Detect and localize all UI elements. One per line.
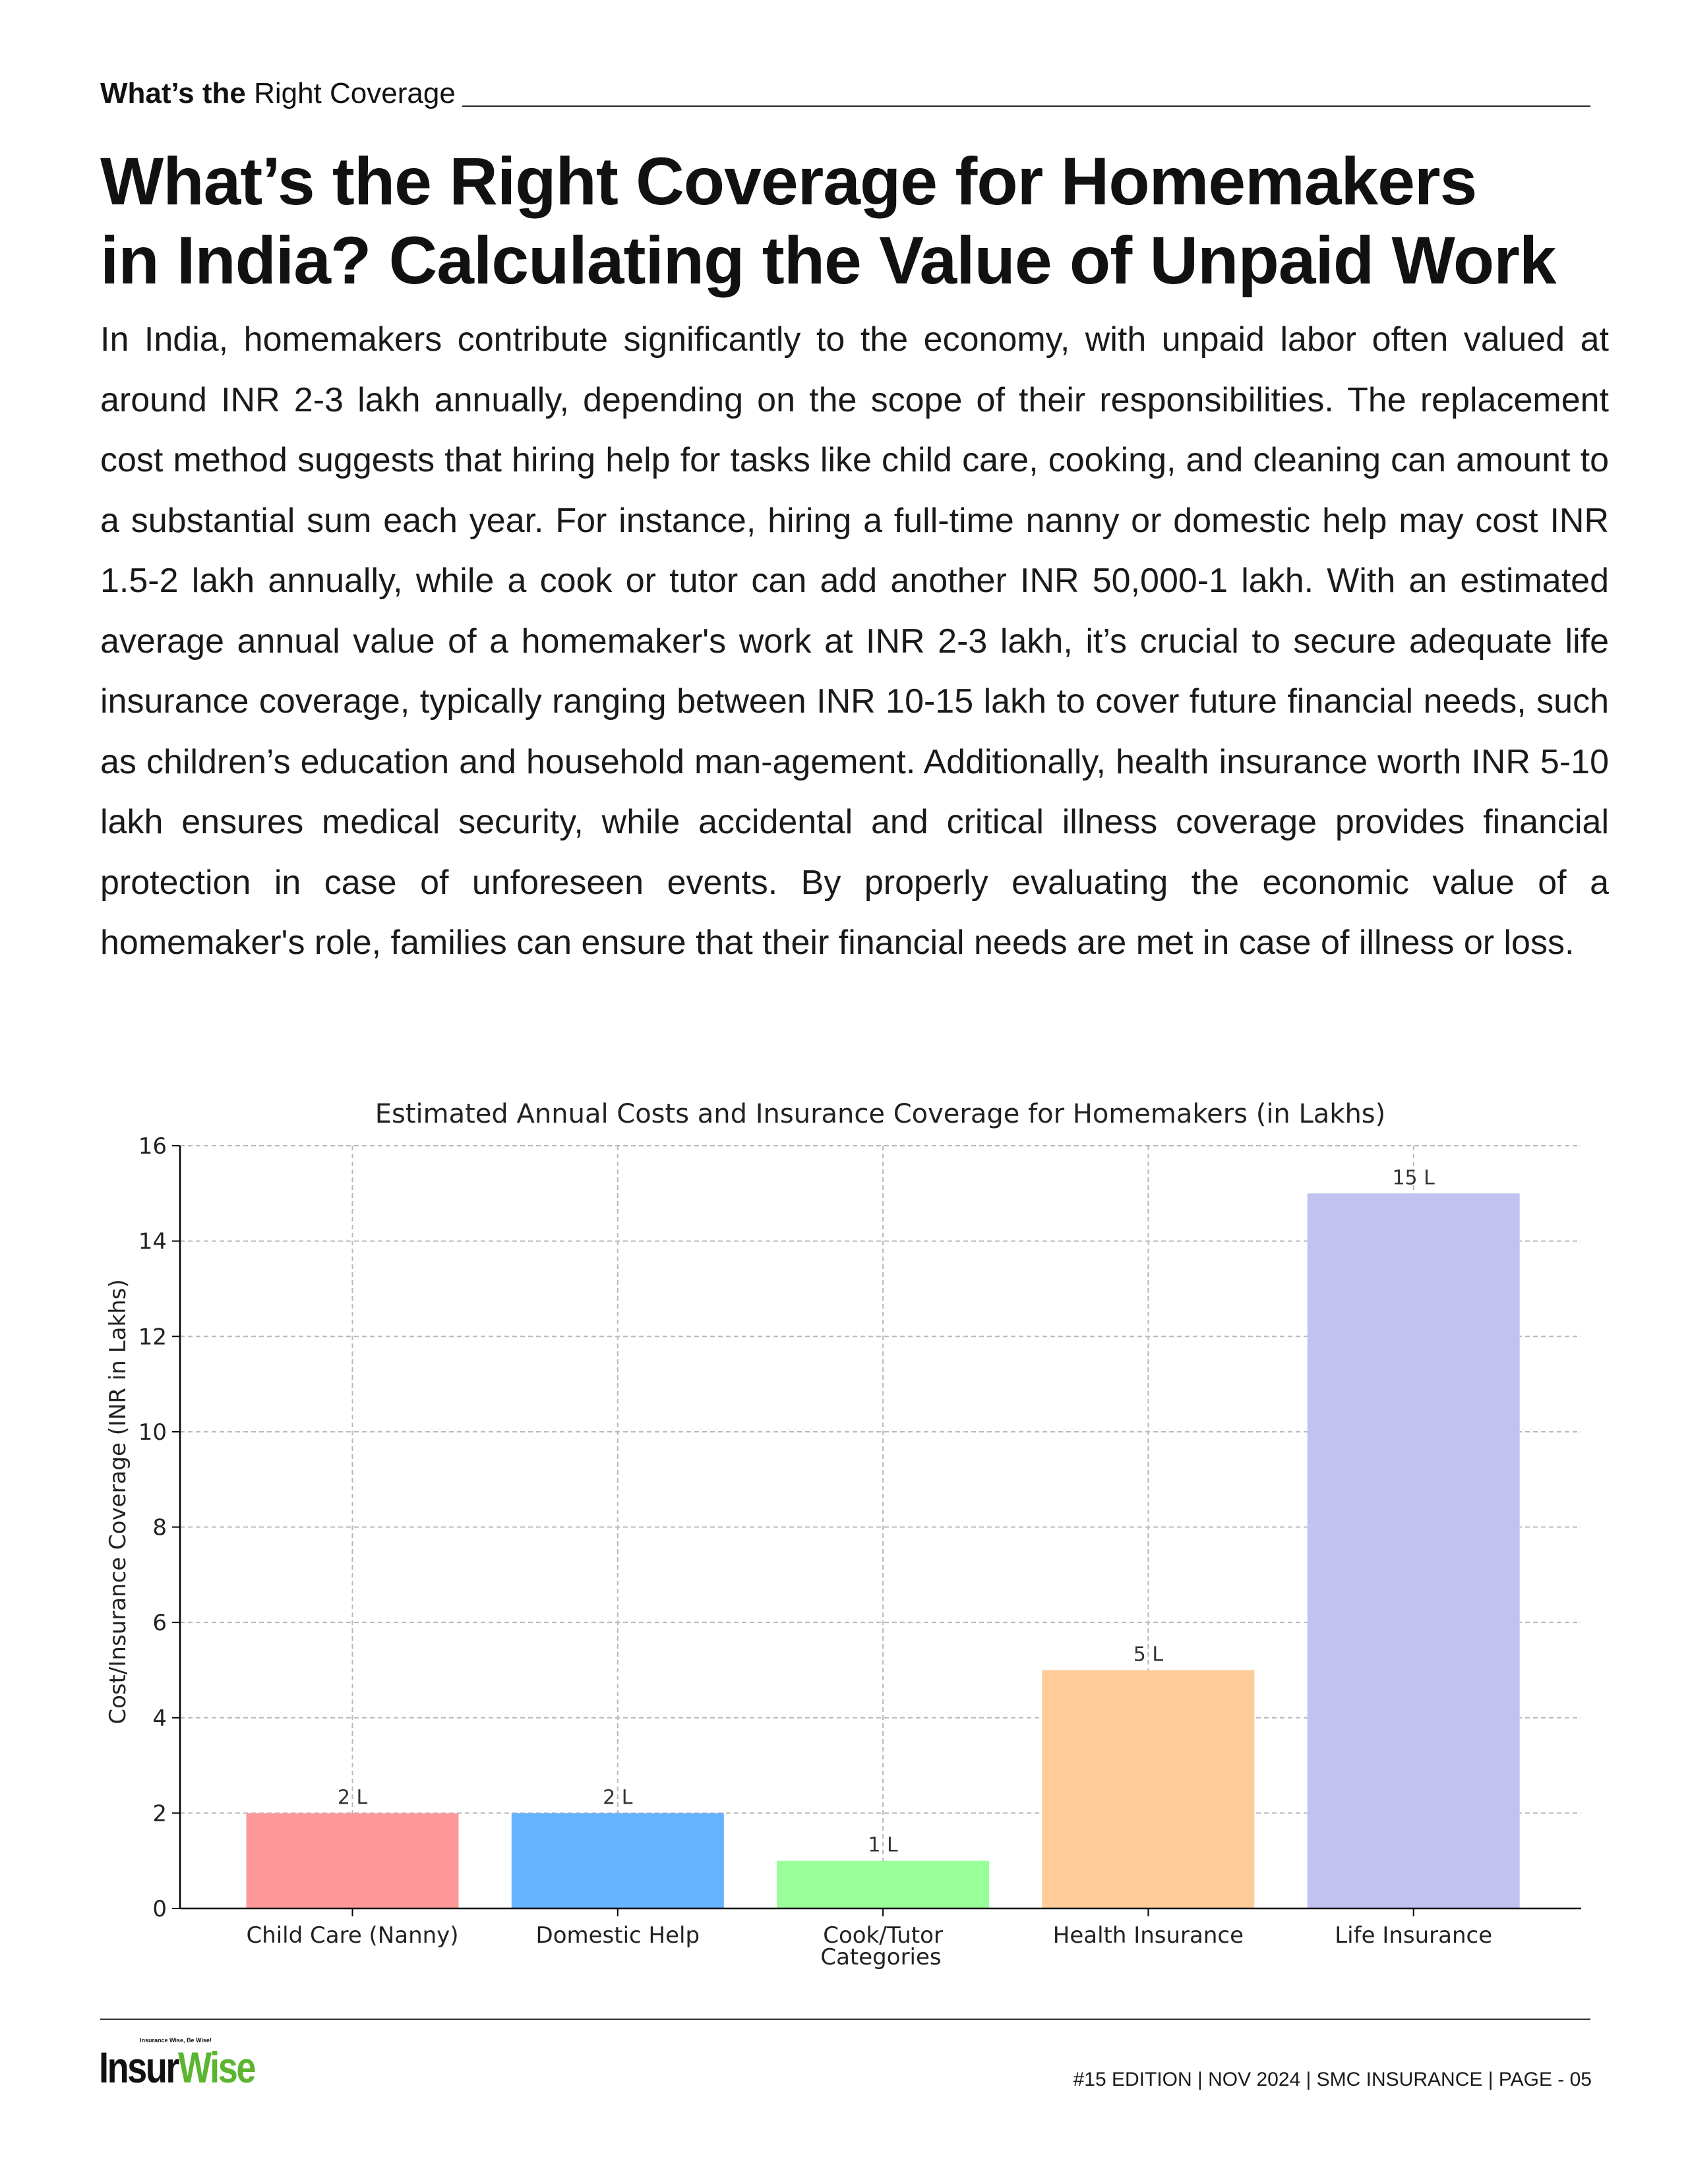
logo-tagline: Insurance Wise, Be Wise! — [140, 2037, 212, 2044]
bar — [1307, 1193, 1520, 1908]
bar-data-label: 1 L — [868, 1834, 898, 1857]
article-body: In India, homemakers contribute signific… — [100, 320, 1609, 962]
y-tick-label: 2 — [152, 1800, 167, 1827]
insurwise-logo: Insurance Wise, Be Wise! InsurWise — [99, 2037, 257, 2096]
y-tick-label: 8 — [152, 1515, 167, 1541]
bar-data-label: 15 L — [1392, 1166, 1435, 1189]
y-tick-label: 12 — [138, 1324, 167, 1350]
footer-rule — [100, 2019, 1590, 2020]
section-label: What’s the Right Coverage — [100, 74, 462, 113]
y-tick-label: 6 — [152, 1610, 167, 1636]
section-label-bold: What’s the — [100, 77, 246, 109]
bar-data-label: 2 L — [603, 1786, 633, 1809]
bar — [246, 1813, 459, 1908]
chart-bars: 2 L 2 L 1 L 5 L 15 L — [246, 1166, 1520, 1908]
article-title: What’s the Right Coverage for Homemakers… — [100, 142, 1617, 300]
section-label-rest: Right Coverage — [254, 77, 456, 109]
logo-wordmark-part-2: Wise — [178, 2043, 256, 2092]
y-tick-label: 14 — [138, 1229, 167, 1255]
x-tick-label: Domestic Help — [536, 1922, 700, 1949]
bar-chart: 2 L 2 L 1 L 5 L 15 L 0 2 4 6 8 10 12 14 16 Child Care… — [105, 1099, 1581, 1970]
section-header: What’s the Right Coverage — [100, 74, 1590, 113]
y-tick-label: 16 — [138, 1133, 167, 1160]
chart-axes: 0 2 4 6 8 10 12 14 16 Child Care (Nanny) Domestic … — [138, 1133, 1581, 1949]
y-tick-label: 0 — [152, 1896, 167, 1922]
header-rule — [100, 105, 1590, 107]
bar — [1042, 1670, 1255, 1908]
logo-wordmark: InsurWise — [99, 2041, 256, 2094]
chart-x-axis-label: Categories — [820, 1944, 941, 1970]
footer-meta: #15 EDITION | NOV 2024 | SMC INSURANCE |… — [1073, 2069, 1592, 2090]
y-tick-label: 10 — [138, 1419, 167, 1446]
logo-wordmark-part-1: Insur — [99, 2043, 179, 2092]
x-tick-label: Child Care (Nanny) — [246, 1922, 458, 1949]
y-tick-label: 4 — [152, 1705, 167, 1732]
bar — [511, 1813, 724, 1908]
x-tick-label: Cook/Tutor — [823, 1922, 943, 1949]
x-tick-label: Health Insurance — [1053, 1922, 1244, 1949]
article-title-line-2: in India? Calculating the Value of Unpai… — [100, 223, 1557, 298]
bar — [777, 1860, 990, 1908]
bar-data-label: 2 L — [338, 1786, 368, 1809]
bar-data-label: 5 L — [1133, 1643, 1164, 1666]
chart-title: Estimated Annual Costs and Insurance Cov… — [375, 1099, 1386, 1129]
chart-y-axis-label: Cost/Insurance Coverage (INR in Lakhs) — [105, 1279, 131, 1724]
x-tick-label: Life Insurance — [1335, 1922, 1492, 1949]
article-title-line-1: What’s the Right Coverage for Homemakers — [100, 144, 1477, 219]
